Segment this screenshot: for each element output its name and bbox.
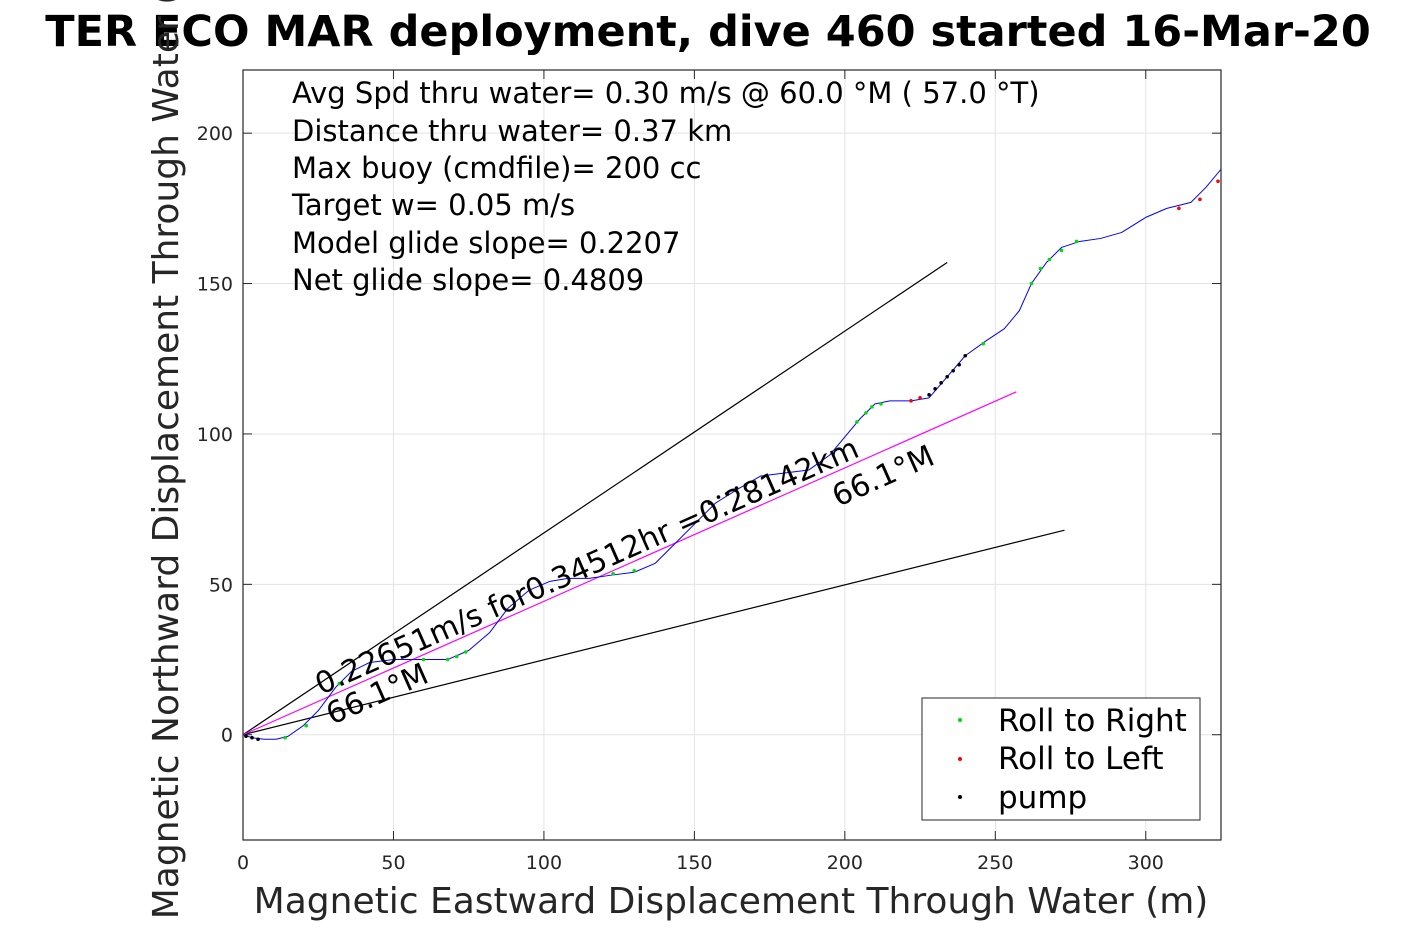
legend: Roll to Right Roll to Left pump	[921, 697, 1201, 821]
roll-right-point	[864, 411, 868, 415]
x-tick-label: 150	[676, 852, 712, 874]
pump-point	[963, 353, 968, 358]
roll-right-point	[445, 657, 450, 662]
reference-line-2	[243, 391, 1017, 736]
roll-right-point	[981, 341, 986, 346]
x-tick-label: 300	[1128, 852, 1164, 874]
chart-title: TER ECO MAR deployment, dive 460 started…	[45, 7, 1371, 57]
legend-box	[921, 697, 1201, 821]
roll-left-point	[1216, 179, 1220, 184]
x-tick-label: 250	[977, 852, 1013, 874]
pump-point	[743, 483, 748, 487]
legend-marker-pump	[958, 795, 962, 799]
ticks	[242, 70, 1221, 840]
x-tick-label: 0	[237, 852, 249, 874]
roll-right-point	[454, 654, 459, 659]
roll-right-point	[611, 572, 615, 576]
roll-right-point	[632, 569, 636, 573]
pump-point	[927, 393, 931, 397]
pump-point	[939, 381, 943, 385]
annotation-net-glide: Net glide slope= 0.4809	[292, 263, 644, 297]
annotation-model-glide: Model glide slope= 0.2207	[292, 226, 680, 260]
annotation-target-w: Target w= 0.05 m/s	[291, 188, 575, 222]
reference-line-1	[243, 529, 1065, 736]
y-tick-label: 100	[197, 424, 233, 446]
roll-right-point	[879, 402, 883, 406]
plot-box	[242, 69, 1222, 841]
y-tick-label: 0	[221, 725, 233, 747]
annotation-distance: Distance thru water= 0.37 km	[292, 114, 732, 148]
roll-right-point	[1047, 257, 1052, 262]
pump-point	[752, 480, 757, 484]
roll-left-point	[1198, 197, 1202, 202]
annotation-block: Avg Spd thru water= 0.30 m/s @ 60.0 °M (…	[291, 76, 1040, 297]
y-axis-label: Magnetic Northward Displacement Through …	[146, 0, 187, 919]
annotation-max-buoy: Max buoy (cmdfile)= 200 cc	[292, 151, 701, 185]
roll-right-point	[1059, 248, 1064, 253]
roll-right-point	[283, 735, 287, 740]
legend-label-roll-right: Roll to Right	[998, 703, 1187, 739]
track-line	[243, 168, 1221, 740]
pump-point	[716, 495, 721, 499]
reference-lines	[243, 262, 1065, 736]
roll-right-point	[1074, 239, 1079, 244]
roll-right-point	[421, 657, 426, 662]
x-axis-label: Magnetic Eastward Displacement Through W…	[254, 881, 1209, 922]
pump-point	[945, 374, 949, 379]
pump-point	[725, 492, 730, 496]
pump-point	[734, 486, 739, 490]
roll-right-point	[337, 681, 342, 686]
annotation-avg-speed: Avg Spd thru water= 0.30 m/s @ 60.0 °M (…	[292, 76, 1040, 110]
reference-line-0	[243, 262, 948, 736]
y-tick-label: 200	[197, 123, 233, 145]
pump-point	[951, 368, 955, 373]
roll-right-point	[855, 420, 859, 424]
x-tick-label: 50	[381, 852, 405, 874]
pump-point	[957, 362, 961, 367]
y-tick-label: 150	[197, 274, 233, 296]
legend-marker-roll-left	[958, 757, 962, 761]
grid	[242, 70, 1221, 840]
roll-right-point	[1029, 281, 1034, 286]
roll-right-point	[463, 650, 468, 654]
pump-point	[707, 501, 712, 505]
pump-point	[256, 737, 260, 742]
pump-point	[250, 735, 254, 740]
roll-right-point	[304, 723, 308, 728]
x-tick-label: 200	[827, 852, 863, 874]
x-tick-label: 100	[526, 852, 562, 874]
pump-point	[244, 734, 248, 739]
legend-marker-roll-right	[958, 718, 962, 722]
roll-left-point	[909, 399, 913, 403]
markers	[244, 179, 1220, 742]
roll-right-point	[1038, 266, 1043, 271]
roll-left-point	[1177, 206, 1181, 211]
legend-label-roll-left: Roll to Left	[998, 741, 1164, 777]
y-tick-label: 50	[209, 574, 233, 596]
legend-label-pump: pump	[998, 780, 1087, 816]
tick-labels: 0 50 100 150 200 250 300 0 50 100 150 200	[197, 123, 1164, 874]
roll-left-point	[918, 396, 922, 400]
roll-right-point	[870, 405, 874, 409]
pump-point	[933, 387, 937, 391]
dive-track	[243, 168, 1221, 740]
